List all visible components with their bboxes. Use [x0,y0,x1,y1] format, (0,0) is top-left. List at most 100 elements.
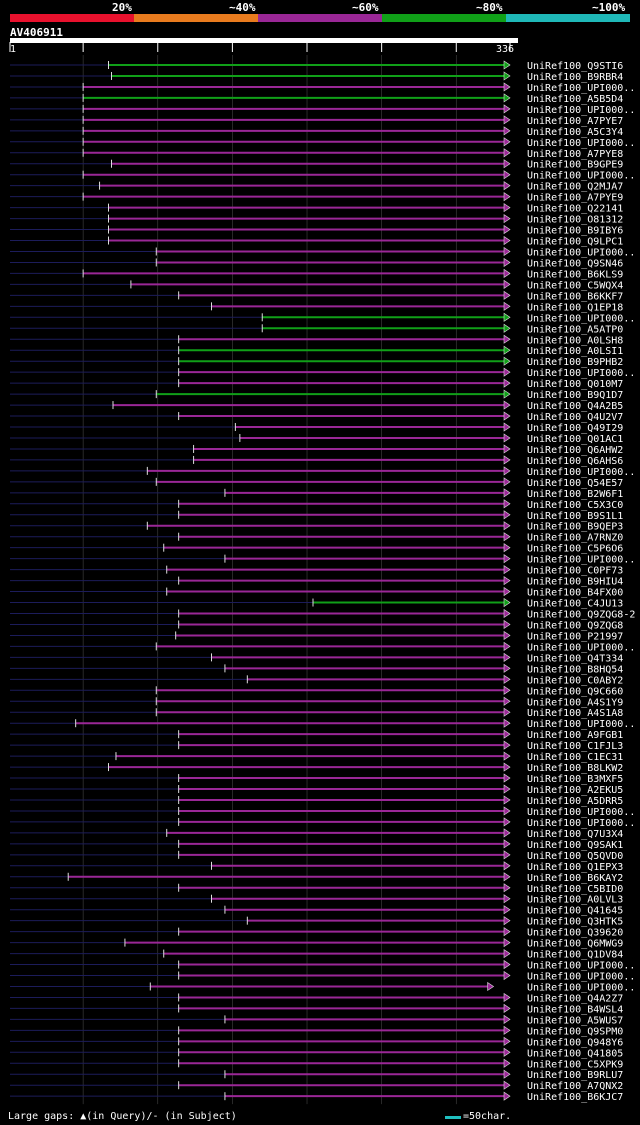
hit-label: UniRef100_Q2MJA7 [527,182,623,193]
hit-label: UniRef100_Q41805 [527,1048,623,1059]
hit-label: UniRef100_Q49I29 [527,423,623,434]
hit-arrow [503,630,511,641]
hit-arrow [503,685,511,695]
hit-arrow [503,1058,511,1068]
hit-arrow [503,1036,511,1046]
legend-segment-20 [10,14,134,22]
hit-arrow [503,806,511,816]
hit-label: UniRef100_C5WQX4 [527,280,623,291]
hit-arrow [503,148,511,158]
hit-label: UniRef100_Q4U2V7 [527,412,623,423]
hit-label: UniRef100_B9PHB2 [527,357,623,368]
hit-arrow [503,1047,511,1057]
gaps-legend: Large gaps: ▲(in Query)/- (in Subject) [8,1111,237,1122]
legend-label-20: 20% [112,1,132,14]
hit-label: UniRef100_C0PF73 [527,566,623,577]
hit-label: UniRef100_A7PYE9 [527,193,623,204]
hit-arrow [503,927,511,937]
hit-label: UniRef100_A7QNX2 [527,1081,623,1092]
hit-arrow [503,784,511,794]
hit-arrow [503,674,511,684]
hit-arrow [503,466,511,476]
hit-arrow [503,554,511,564]
query-id: AV406911 [10,26,63,39]
hit-label: UniRef100_A5B5D4 [527,94,623,105]
hit-arrow [503,861,511,871]
hit-arrow [503,608,511,619]
hit-label: UniRef100_B9IBY6 [527,226,623,237]
hit-arrow [503,192,511,202]
hit-arrow [503,894,511,904]
hit-arrow [503,126,511,136]
hit-label: UniRef100_UPI000.. [527,83,635,94]
hit-label: UniRef100_Q3HTK5 [527,917,623,928]
hit-label: UniRef100_Q9LPC1 [527,237,623,248]
hit-arrow [503,444,511,454]
hit-label: UniRef100_Q6MWG9 [527,939,623,950]
hit-arrow [503,883,511,893]
hit-label: UniRef100_B8LKW2 [527,763,623,774]
hit-label: UniRef100_Q9SPM0 [527,1026,623,1037]
hit-arrow [503,641,511,651]
hit-label: UniRef100_B8HQ54 [527,664,623,675]
hit-label: UniRef100_UPI000.. [527,642,635,653]
hit-arrow [503,224,511,235]
hit-arrow [503,71,511,81]
hit-arrow [503,905,511,915]
hit-arrow [503,1025,511,1035]
hit-arrow [503,1091,511,1101]
hit-label: UniRef100_Q54E57 [527,478,623,489]
hit-arrow [503,652,511,662]
legend-segment-60 [258,14,382,22]
hit-arrow [503,992,511,1003]
hit-arrow [503,795,511,805]
hit-label: UniRef100_A7PYE8 [527,149,623,160]
hit-arrow [503,214,511,224]
hit-label: UniRef100_UPI000.. [527,818,635,829]
hit-label: UniRef100_A5ATP0 [527,324,623,335]
hit-label: UniRef100_UPI000.. [527,972,635,983]
hit-label: UniRef100_O81312 [527,215,623,226]
hit-arrow [503,916,511,926]
hit-label: UniRef100_B6KLS9 [527,269,623,280]
hit-label: UniRef100_C1FJL3 [527,741,623,752]
hit-arrow [503,850,511,860]
hit-arrow [503,268,511,278]
hit-label: UniRef100_A4S1A8 [527,708,623,719]
hit-label: UniRef100_UPI000.. [527,807,635,818]
hit-label: UniRef100_C5X3C0 [527,500,623,511]
hit-label: UniRef100_Q9ZQG8 [527,620,623,631]
hit-label: UniRef100_A9FGB1 [527,730,623,741]
hit-arrow [503,378,511,388]
hit-label: UniRef100_Q6AHS6 [527,456,623,467]
legend-segment-80 [382,14,506,22]
hit-label: UniRef100_A7PYE7 [527,116,623,127]
hit-label: UniRef100_B6KJC7 [527,1092,623,1103]
hit-label: UniRef100_UPI000.. [527,719,635,730]
hit-label: UniRef100_UPI000.. [527,467,635,478]
hit-label: UniRef100_Q1EPX3 [527,862,623,873]
hit-arrow [503,565,511,575]
hit-label: UniRef100_B6KKF7 [527,291,623,302]
hit-arrow [503,828,511,838]
hit-arrow [503,389,511,399]
hit-label: UniRef100_Q4T334 [527,653,623,664]
legend-segment-40 [134,14,258,22]
hit-arrow [503,499,511,509]
hit-label: UniRef100_B9GPE9 [527,160,623,171]
hit-label: UniRef100_Q01AC1 [527,434,623,445]
hit-label: UniRef100_B9RBR4 [527,72,623,83]
hit-arrow [503,290,511,300]
hit-label: UniRef100_B3MXF5 [527,774,623,785]
hit-arrow [503,433,511,443]
hit-label: UniRef100_UPI000.. [527,555,635,566]
hit-label: UniRef100_C4JU13 [527,599,623,610]
hit-label: UniRef100_A5DRR5 [527,796,623,807]
hit-arrow [503,82,511,92]
hit-label: UniRef100_UPI000.. [527,368,635,379]
hit-arrow [503,543,511,553]
hit-label: UniRef100_Q9ZQG8-2 [527,610,635,621]
hit-arrow [503,532,511,542]
hit-arrow [503,93,511,103]
hit-label: UniRef100_A2EKU5 [527,785,623,796]
